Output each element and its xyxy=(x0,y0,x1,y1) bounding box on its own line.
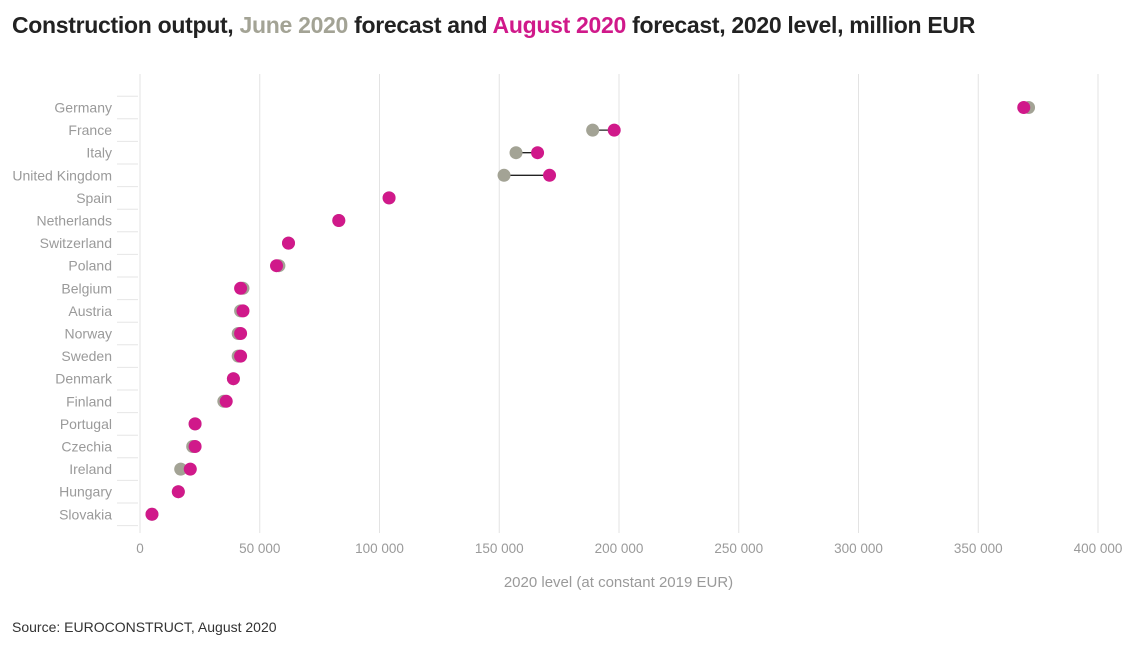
august-2020-point xyxy=(332,214,346,227)
x-tick-label: 100 000 xyxy=(355,541,404,556)
august-2020-point xyxy=(607,123,621,137)
x-tick-label: 350 000 xyxy=(954,541,1003,556)
category-label: Hungary xyxy=(59,484,112,500)
category-label: Slovakia xyxy=(59,506,112,522)
august-2020-point xyxy=(531,146,545,160)
category-label: Ireland xyxy=(69,461,112,477)
category-label: Finland xyxy=(66,393,112,409)
category-label: France xyxy=(68,122,112,138)
august-2020-point xyxy=(382,191,396,205)
category-label: Sweden xyxy=(61,348,112,364)
title-part-3: forecast, 2020 level, million EUR xyxy=(626,12,976,38)
category-label: Poland xyxy=(68,258,112,274)
august-2020-point xyxy=(183,462,197,476)
y-axis-categories: Germany France Italy United Kingdom Spain Net… xyxy=(12,100,113,523)
x-tick-label: 150 000 xyxy=(475,541,524,556)
category-label: Norway xyxy=(65,326,112,342)
x-tick-label: 400 000 xyxy=(1074,541,1123,556)
june-2020-point xyxy=(174,462,188,476)
august-2020-point xyxy=(171,485,185,499)
august-2020-point xyxy=(188,440,202,453)
x-tick-label: 50 000 xyxy=(239,541,280,556)
august-2020-point xyxy=(543,168,557,182)
category-label: Portugal xyxy=(60,416,112,432)
data-marks xyxy=(145,101,1036,521)
august-2020-point xyxy=(281,236,295,250)
august-2020-point xyxy=(234,327,248,340)
category-label: United Kingdom xyxy=(12,167,112,183)
august-2020-point xyxy=(236,304,250,318)
category-label: Netherlands xyxy=(37,213,113,229)
title-june-2020: June 2020 xyxy=(239,12,349,38)
title-part-2: forecast and xyxy=(348,12,493,38)
category-label: Italy xyxy=(86,145,112,161)
category-label: Switzerland xyxy=(40,235,112,251)
x-axis-ticks: 0 50 000 100 000 150 000 200 000 250 000 300 0… xyxy=(136,541,1122,556)
x-tick-label: 0 xyxy=(136,541,144,556)
august-2020-point xyxy=(226,372,240,386)
june-2020-point xyxy=(586,123,600,137)
x-tick-label: 200 000 xyxy=(595,541,644,556)
august-2020-point xyxy=(145,507,159,521)
category-label: Belgium xyxy=(61,280,112,296)
x-tick-label: 300 000 xyxy=(834,541,883,556)
grid-lines xyxy=(117,74,1099,533)
title-august-2020: August 2020 xyxy=(492,12,627,38)
title-part-1: Construction output, xyxy=(12,12,240,38)
category-label: Germany xyxy=(54,100,112,116)
august-2020-point xyxy=(270,259,284,273)
june-2020-point xyxy=(509,146,523,160)
x-tick-label: 250 000 xyxy=(714,541,763,556)
category-label: Austria xyxy=(68,303,112,319)
august-2020-point xyxy=(234,349,248,363)
june-2020-point xyxy=(497,168,511,182)
category-label: Spain xyxy=(76,190,112,206)
august-2020-point xyxy=(234,281,248,295)
august-2020-point xyxy=(219,394,233,408)
august-2020-point xyxy=(1017,101,1031,114)
category-label: Denmark xyxy=(55,371,113,387)
category-label: Czechia xyxy=(61,439,112,455)
august-2020-point xyxy=(188,417,202,431)
x-axis-title: 2020 level (at constant 2019 EUR) xyxy=(504,574,733,591)
chart-title: Construction output, June 2020 forecast … xyxy=(12,12,975,39)
source-note: Source: EUROCONSTRUCT, August 2020 xyxy=(12,619,277,635)
